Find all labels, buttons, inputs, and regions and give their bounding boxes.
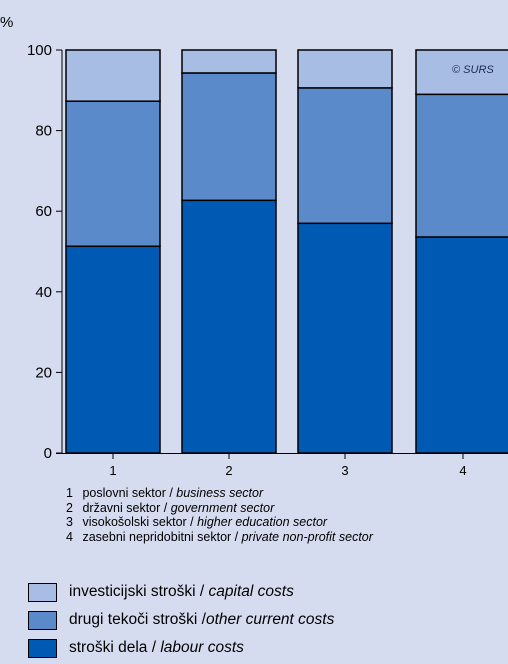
x-tick-label: 1 (109, 463, 116, 478)
bar-segment-4-2 (415, 49, 508, 96)
category-note-3: 3 visokošolski sektor / higher education… (66, 515, 328, 530)
bar-segment-1-1 (65, 100, 161, 248)
bar-segment-1-0 (65, 245, 161, 454)
legend-item-other-current-costs: drugi tekoči stroški /other current cost… (28, 608, 334, 632)
bar-segment-3-0 (297, 222, 393, 454)
y-tick-label: 80 (35, 123, 52, 140)
legend-swatch-other-current-costs (28, 610, 57, 630)
bar-segment-2-0 (181, 199, 277, 454)
bar-segment-4-0 (415, 236, 508, 454)
legend-item-capital-costs: investicijski stroški / capital costs (28, 580, 334, 604)
legend-label-other-current-costs: drugi tekoči stroški /other current cost… (69, 611, 335, 628)
stacked-bar-chart: % 0 20 40 60 80 100 1 2 3 4 © SURS (0, 14, 508, 478)
legend-label-capital-costs: investicijski stroški / capital costs (69, 583, 294, 600)
bar-segment-2-1 (181, 72, 277, 202)
legend-swatch-labour-costs (28, 638, 57, 658)
legend-label-labour-costs: stroški dela / labour costs (69, 639, 244, 656)
category-note-4: 4 zasebni nepridobitni sektor / private … (66, 529, 373, 544)
category-note-2: 2 državni sektor / government sector (66, 500, 275, 515)
y-tick-label: 40 (35, 284, 52, 301)
legend-swatch-capital-costs (28, 582, 57, 602)
copyright-label: © SURS (452, 64, 494, 76)
y-tick-label: 100 (27, 42, 52, 59)
category-notes: 1 poslovni sektor / business sector 2 dr… (66, 486, 373, 544)
category-note-1: 1 poslovni sektor / business sector (66, 486, 264, 500)
y-tick-label: 60 (35, 203, 52, 220)
y-tick-label: 0 (44, 445, 52, 462)
y-tick-label: 20 (35, 364, 52, 381)
legend: investicijski stroški / capital costs dr… (28, 580, 334, 664)
y-axis-unit-label: % (0, 14, 13, 31)
x-tick-label: 4 (459, 463, 466, 478)
legend-item-labour-costs: stroški dela / labour costs (28, 636, 334, 660)
bar-segment-3-2 (297, 49, 393, 89)
x-tick-label: 3 (341, 463, 348, 478)
bar-segment-4-1 (415, 93, 508, 238)
bar-segment-2-2 (181, 49, 277, 74)
bar-segment-3-1 (297, 87, 393, 225)
bar-segment-1-2 (65, 49, 161, 102)
x-tick-label: 2 (225, 463, 232, 478)
